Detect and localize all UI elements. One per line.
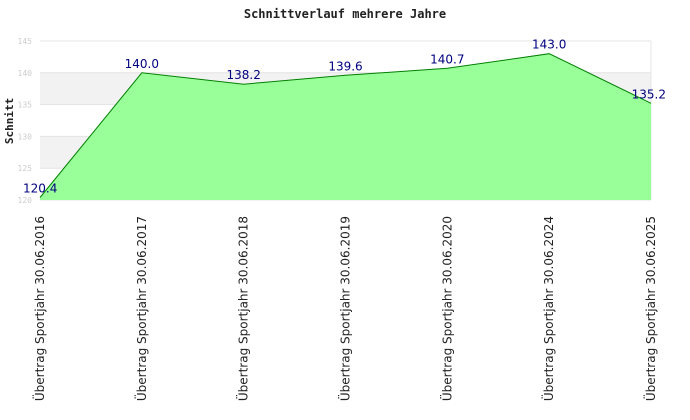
x-tick-label: Übertrag Sportjahr 30.06.2024 (540, 216, 556, 401)
y-tick-label: 135 (18, 101, 33, 110)
data-label: 140.7 (430, 52, 464, 66)
y-tick-label: 145 (18, 37, 33, 46)
x-tick-label: Übertrag Sportjahr 30.06.2019 (337, 216, 353, 401)
data-label: 140.0 (125, 57, 159, 71)
y-tick-label: 130 (18, 132, 33, 141)
data-label: 143.0 (532, 38, 566, 52)
data-label: 139.6 (328, 59, 362, 73)
data-label: 138.2 (226, 68, 260, 82)
series-line (39, 53, 652, 198)
x-tick-label: Übertrag Sportjahr 30.06.2018 (235, 216, 251, 401)
x-tick-label: Übertrag Sportjahr 30.06.2016 (31, 216, 47, 401)
x-tick-label: Übertrag Sportjahr 30.06.2020 (438, 216, 454, 401)
chart-title: Schnittverlauf mehrere Jahre (244, 7, 446, 21)
area-fill (40, 53, 651, 201)
data-label: 135.2 (632, 87, 666, 101)
x-tick-label: Übertrag Sportjahr 30.06.2025 (642, 216, 658, 401)
y-tick-label: 125 (18, 164, 33, 173)
x-axis-ticks: Übertrag Sportjahr 30.06.2016 Übertrag Sp… (31, 216, 658, 401)
data-label: 120.4 (23, 181, 57, 195)
y-tick-label: 120 (18, 196, 33, 205)
y-axis-ticks: 120 125 130 135 140 145 (18, 37, 33, 205)
y-tick-label: 140 (18, 69, 33, 78)
x-tick-label: Übertrag Sportjahr 30.06.2017 (133, 216, 149, 401)
data-labels: 120.4 140.0 138.2 139.6 140.7 143.0 135.2 (23, 38, 666, 196)
y-axis-label: Schnitt (3, 98, 16, 144)
